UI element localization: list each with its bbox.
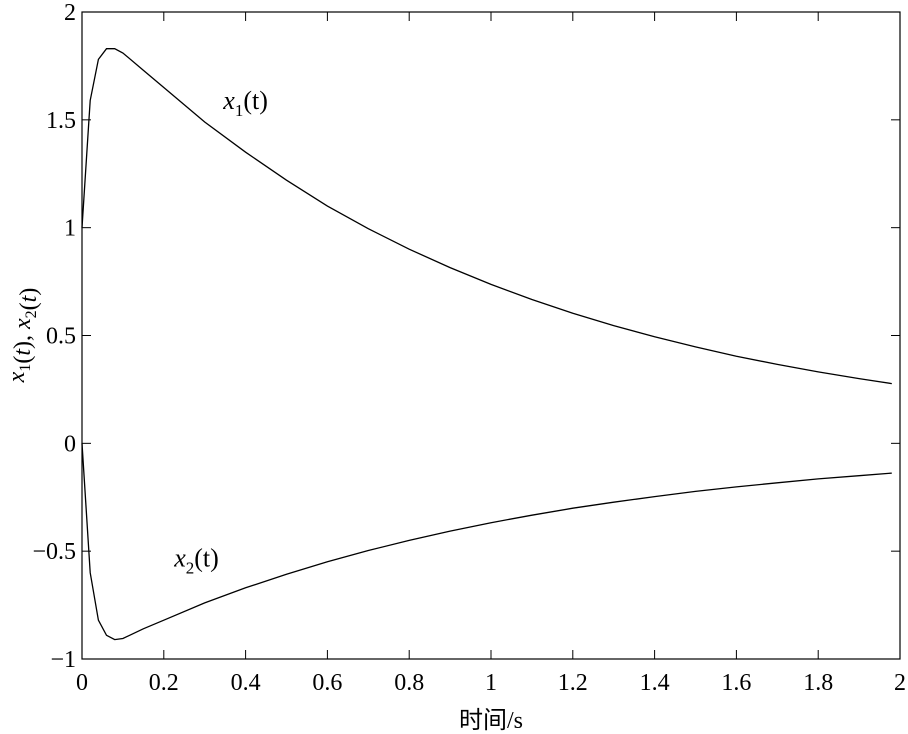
- x-tick-label: 1: [485, 670, 497, 696]
- y-tick-label: 1: [64, 216, 76, 242]
- x-tick-label: 1.2: [558, 670, 588, 696]
- x-tick-label: 0.6: [312, 670, 342, 696]
- y-tick-label: −1: [50, 647, 76, 673]
- x-tick-label: 1.4: [640, 670, 670, 696]
- x-axis-label: 时间/s: [459, 707, 523, 734]
- y-tick-label: −0.5: [32, 539, 76, 565]
- x-tick-label: 0.8: [394, 670, 424, 696]
- tick-labels: 0 0.2 0.4 0.6 0.8 1 1.2 1.4 1.6 1.8 2 −1 −0.5 0 0.5 1 1.…: [32, 0, 906, 696]
- x-tick-label: 1.8: [803, 670, 833, 696]
- series-label-var: x: [222, 86, 235, 115]
- series-label-var: x: [173, 543, 186, 572]
- y-tick-label: 0: [64, 431, 76, 457]
- series-label: x1(t): [222, 86, 268, 120]
- y-tick-label: 0.5: [46, 324, 76, 350]
- x-tick-label: 1.6: [721, 670, 751, 696]
- y-axis-label: x1(t), x2(t): [4, 288, 42, 384]
- y-tick-label: 2: [64, 0, 76, 26]
- x-tick-label: 0.2: [149, 670, 179, 696]
- annotations: x1(t)x2(t): [173, 86, 268, 577]
- series-lines: [81, 48, 892, 641]
- plot-frame: [81, 11, 901, 660]
- y-tick-label: 1.5: [46, 108, 76, 134]
- x-tick-label: 0: [76, 670, 88, 696]
- series-label-arg: (t): [194, 543, 219, 572]
- series-label: x2(t): [173, 543, 219, 577]
- x-tick-label: 0.4: [231, 670, 261, 696]
- series-label-sub: 1: [235, 101, 244, 120]
- series-line-x2t: [81, 443, 892, 641]
- series-label-arg: (t): [243, 86, 268, 115]
- x-tick-label: 2: [894, 670, 906, 696]
- series-label-sub: 2: [186, 558, 195, 577]
- series-line-x1t: [81, 48, 892, 385]
